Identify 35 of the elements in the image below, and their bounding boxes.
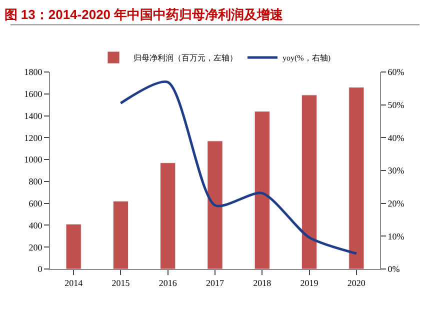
x-tick-label: 2018 — [253, 278, 272, 288]
bar — [254, 111, 270, 269]
x-tick-label: 2017 — [206, 278, 224, 288]
bar — [112, 200, 129, 269]
bar — [160, 162, 176, 269]
y-tick-label: 1200 — [24, 132, 43, 143]
x-tick-label: 2014 — [64, 278, 84, 288]
y-tick-label: 1400 — [24, 110, 43, 121]
x-tick-label: 2016 — [158, 278, 178, 288]
bar — [66, 224, 82, 269]
legend-label: yoy(%，右轴) — [282, 54, 331, 63]
bar — [301, 94, 318, 269]
y2-tick-label: 20% — [388, 198, 405, 208]
line-series — [119, 80, 358, 255]
y-tick-label: 1600 — [24, 89, 43, 100]
chart-title: 图 13：2014-2020 年中国中药归母净利润及增速 — [4, 6, 284, 22]
y2-tick-label: 50% — [388, 100, 405, 110]
bar — [207, 140, 223, 269]
y2-tick-label: 60% — [388, 67, 405, 78]
y2-tick-label: 40% — [388, 132, 405, 143]
y2-tick-label: 30% — [388, 166, 405, 176]
legend-label: 归母净利润（百万元，左轴） — [134, 54, 238, 63]
y2-tick-label: 0% — [388, 264, 400, 274]
bar — [348, 87, 364, 269]
y-tick-label: 800 — [28, 176, 43, 187]
y-tick-label: 600 — [28, 198, 43, 208]
y-tick-label: 200 — [28, 242, 43, 252]
y-tick-label: 0 — [38, 264, 43, 274]
y-tick-label: 400 — [28, 220, 43, 230]
y2-tick-label: 10% — [388, 231, 405, 242]
x-tick-label: 2019 — [300, 278, 319, 288]
x-tick-label: 2015 — [112, 278, 130, 288]
x-tick-label: 2020 — [347, 278, 366, 288]
y-tick-label: 1800 — [24, 67, 43, 78]
y-tick-label: 1000 — [24, 154, 43, 165]
